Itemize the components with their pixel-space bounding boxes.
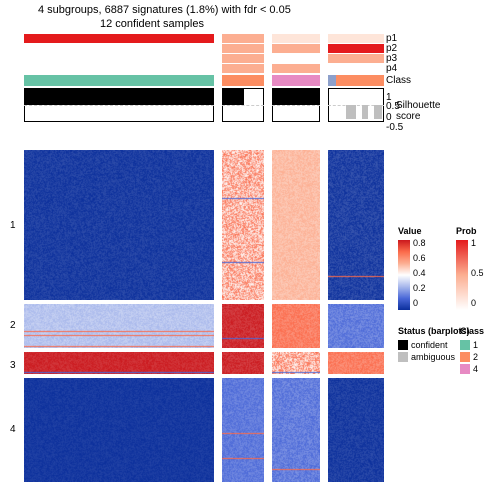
- heatmap-row3-c1: [222, 352, 264, 374]
- prob-p1-c2: [272, 34, 320, 43]
- heatmap-row2-c0: [24, 304, 214, 348]
- prob-p3-c1: [222, 54, 264, 63]
- class-c0: [24, 75, 214, 86]
- heatmap-row3-c0: [24, 352, 214, 374]
- title-line1: 4 subgroups, 6887 signatures (1.8%) with…: [38, 4, 291, 16]
- prob-p3-c0: [24, 54, 214, 63]
- class-c3b: [336, 75, 384, 86]
- heatmap-row4-c0: [24, 378, 214, 482]
- prob-p1-c1: [222, 34, 264, 43]
- heatmap-row1-c3: [328, 150, 384, 300]
- class-c3a: [328, 75, 336, 86]
- heatmap-row2-c2: [272, 304, 320, 348]
- heatmap-row4-c1: [222, 378, 264, 482]
- legend-prob-title: Prob: [456, 226, 477, 236]
- heatmap-row3-c2: [272, 352, 320, 374]
- prob-p4-c3: [328, 64, 384, 73]
- prob-p3-c2: [272, 54, 320, 63]
- annot-p4: p4: [386, 63, 397, 74]
- heatmap-row2-c3: [328, 304, 384, 348]
- title-line2: 12 confident samples: [100, 18, 204, 30]
- prob-p1-c3: [328, 34, 384, 43]
- prob-p3-c3: [328, 54, 384, 63]
- sil-tick-4: -0.5: [386, 122, 403, 133]
- heatmap-row4-c2: [272, 378, 320, 482]
- legend-value-bar: [398, 240, 410, 310]
- prob-p1-c0: [24, 34, 214, 43]
- prob-p2-c1: [222, 44, 264, 53]
- prob-p2-c2: [272, 44, 320, 53]
- heatmap-row2-c1: [222, 304, 264, 348]
- prob-p4-c2: [272, 64, 320, 73]
- rowlabel-4: 4: [10, 424, 16, 435]
- heatmap-row1-c1: [222, 150, 264, 300]
- prob-p4-c0: [24, 64, 214, 73]
- legend-status-title: Status (barplots): [398, 326, 470, 336]
- prob-p2-c0: [24, 44, 214, 53]
- legend-class-title: Class: [460, 326, 484, 336]
- heatmap-row1-c2: [272, 150, 320, 300]
- heatmap-row4-c3: [328, 378, 384, 482]
- prob-p4-c1: [222, 64, 264, 73]
- legend-value-title: Value: [398, 226, 422, 236]
- prob-p2-c3: [328, 44, 384, 53]
- annot-sil: Silhouette score: [396, 100, 440, 122]
- annot-class: Class: [386, 75, 411, 86]
- legend-prob-bar: [456, 240, 468, 310]
- rowlabel-3: 3: [10, 360, 16, 371]
- rowlabel-2: 2: [10, 320, 16, 331]
- heatmap-row1-c0: [24, 150, 214, 300]
- class-c1: [222, 75, 264, 86]
- heatmap-row3-c3: [328, 352, 384, 374]
- rowlabel-1: 1: [10, 220, 16, 231]
- class-c2: [272, 75, 320, 86]
